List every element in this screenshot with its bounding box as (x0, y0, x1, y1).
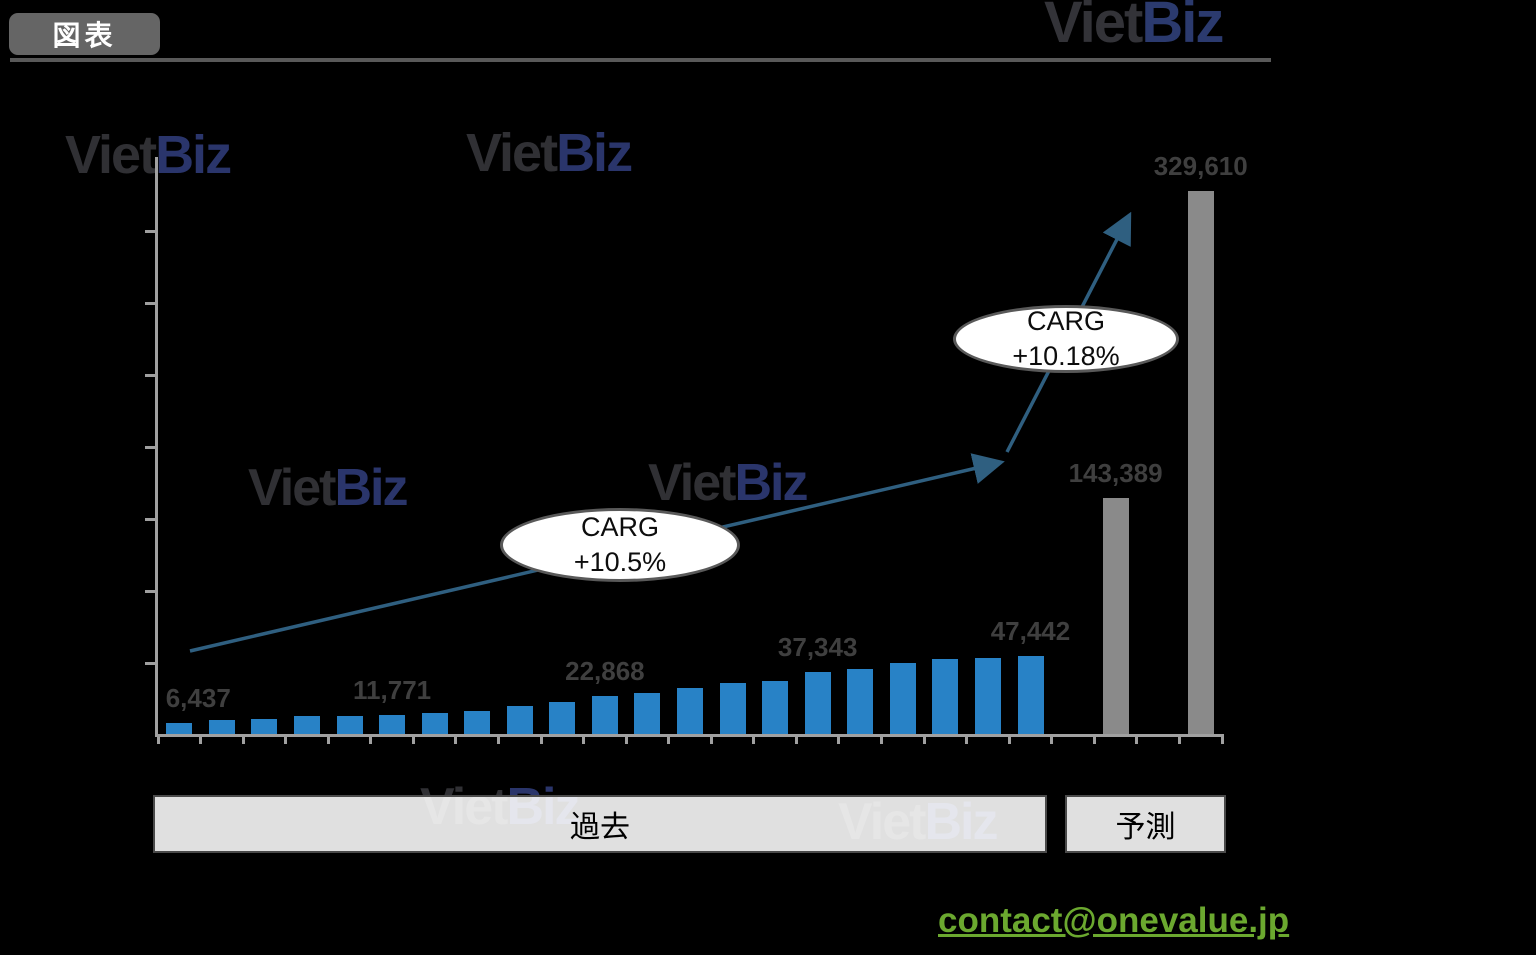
bar (974, 657, 1001, 734)
vietbiz-logo: VietBiz (1044, 0, 1224, 55)
x-axis-tick (837, 734, 841, 744)
bar (1017, 655, 1044, 734)
x-axis-tick (880, 734, 884, 744)
x-axis-tick (709, 734, 713, 744)
x-axis-tick (496, 734, 500, 744)
bar (762, 681, 789, 734)
x-axis-tick (582, 734, 586, 744)
bar (847, 668, 874, 734)
y-axis-tick (145, 374, 156, 377)
section-label-past: 過去 (570, 811, 630, 844)
bar (464, 711, 491, 734)
x-axis-tick (624, 734, 628, 744)
x-axis-tick (965, 734, 969, 744)
vietbiz-watermark: VietBiz (248, 459, 408, 517)
data-label: 143,389 (1068, 457, 1163, 488)
cagr-value: +10.5% (573, 547, 667, 577)
x-axis-tick (454, 734, 458, 744)
logo-part-viet: Viet (1044, 0, 1143, 55)
y-axis-tick (145, 590, 156, 593)
y-axis-tick (145, 662, 156, 665)
bar (1187, 190, 1214, 734)
data-label: 11,771 (353, 674, 432, 705)
contact-email-link[interactable]: contact@onevalue.jp (938, 901, 1290, 940)
section-box-forecast: 予測 (1065, 795, 1226, 853)
bar (421, 713, 448, 734)
y-axis-tick (145, 446, 156, 449)
data-label: 47,442 (990, 615, 1071, 646)
logo-part-biz: Biz (1141, 0, 1224, 55)
vietbiz-watermark: VietBiz (466, 123, 633, 183)
bar (379, 714, 406, 734)
bar (549, 702, 576, 734)
bar (293, 716, 320, 734)
bar (591, 696, 618, 734)
x-axis-tick (1050, 734, 1054, 744)
bar (251, 719, 278, 734)
header-divider (10, 58, 1271, 62)
x-axis-tick (1135, 734, 1139, 744)
x-axis-tick (411, 734, 415, 744)
bar (634, 693, 661, 734)
x-axis-tick (752, 734, 756, 744)
y-axis-tick (145, 230, 156, 233)
x-axis-tick (199, 734, 203, 744)
cagr-value: +10.18% (1012, 341, 1120, 371)
bar (889, 663, 916, 734)
figure-tag-badge: 図表 (9, 13, 160, 55)
x-axis-tick (369, 734, 373, 744)
y-axis-tick (145, 518, 156, 521)
x-axis-tick (922, 734, 926, 744)
bar (336, 716, 363, 734)
cagr-callout-forecast: CARG +10.18% (953, 305, 1179, 373)
x-axis-tick (1007, 734, 1011, 744)
data-label: 22,868 (565, 656, 645, 687)
figure-tag-label: 図表 (52, 20, 117, 51)
x-axis-tick (539, 734, 543, 744)
vietbiz-watermark: VietBiz (648, 454, 808, 512)
cagr-title: CARG (1026, 305, 1105, 336)
vietbiz-watermark: VietBiz (65, 125, 232, 185)
bar (166, 723, 193, 734)
x-axis-tick (284, 734, 288, 744)
data-label: 329,610 (1153, 150, 1248, 181)
x-axis-tick (156, 734, 160, 744)
section-box-past: 過去 (153, 795, 1047, 853)
y-axis-tick (145, 302, 156, 305)
bar (208, 720, 235, 734)
x-axis-tick (794, 734, 798, 744)
x-axis-tick (326, 734, 330, 744)
section-label-forecast: 予測 (1115, 811, 1176, 844)
x-axis-tick (1220, 734, 1224, 744)
x-axis-tick (1177, 734, 1181, 744)
bar (506, 706, 533, 734)
x-axis-tick (241, 734, 245, 744)
y-axis (155, 157, 158, 737)
x-axis-tick (667, 734, 671, 744)
bar (804, 672, 831, 734)
x-axis (155, 734, 1223, 737)
bar (719, 682, 746, 734)
bar (677, 688, 704, 734)
data-label: 37,343 (777, 632, 858, 663)
bar (1102, 497, 1129, 734)
data-label: 6,437 (165, 683, 231, 714)
bar (932, 658, 959, 734)
cagr-title: CARG (580, 511, 659, 542)
cagr-callout-historical: CARG +10.5% (500, 508, 740, 582)
x-axis-tick (1092, 734, 1096, 744)
